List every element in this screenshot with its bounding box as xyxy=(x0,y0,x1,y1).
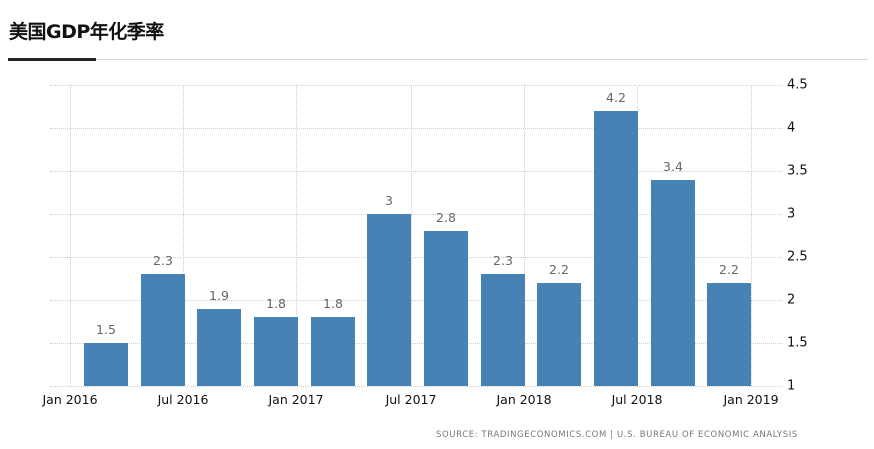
chart-title: 美国GDP年化季率 xyxy=(9,21,164,43)
gridline-vertical xyxy=(296,85,297,386)
y-axis-tick-label: 2.5 xyxy=(787,249,808,265)
x-axis-tick-label: Jan 2018 xyxy=(496,392,552,407)
bar-value-label: 3.4 xyxy=(663,159,683,174)
x-axis-tick-label: Jan 2017 xyxy=(268,392,324,407)
y-axis-tick-label: 1.5 xyxy=(787,335,808,351)
bar-q4-2018[interactable] xyxy=(707,283,751,386)
y-axis-tick-label: 3 xyxy=(787,206,796,222)
source-attribution: SOURCE: TRADINGECONOMICS.COM | U.S. BURE… xyxy=(436,430,798,440)
gridline-horizontal xyxy=(50,257,782,258)
bar-value-label: 2.2 xyxy=(719,262,739,277)
bar-value-label: 2.2 xyxy=(549,262,569,277)
bar-value-label: 1.5 xyxy=(96,322,116,337)
bar-q2-2016[interactable] xyxy=(141,274,185,386)
gridline-horizontal xyxy=(50,214,782,215)
gridline-horizontal xyxy=(50,386,782,387)
bar-value-label: 1.8 xyxy=(323,296,343,311)
bar-q4-2017[interactable] xyxy=(481,274,525,386)
bar-q1-2017[interactable] xyxy=(311,317,355,386)
bar-q3-2016[interactable] xyxy=(197,309,241,386)
y-axis-tick-label: 3.5 xyxy=(787,163,808,179)
bar-q2-2018[interactable] xyxy=(594,111,638,386)
bar-value-label: 3 xyxy=(385,193,393,208)
gridline-vertical xyxy=(183,85,184,386)
bar-q3-2017[interactable] xyxy=(424,231,468,386)
bar-value-label: 4.2 xyxy=(606,90,626,105)
bar-value-label: 2.3 xyxy=(493,253,513,268)
bar-q1-2016[interactable] xyxy=(84,343,128,386)
gridline-vertical xyxy=(751,85,752,386)
y-axis-tick-label: 1 xyxy=(787,378,796,394)
bar-q2-2017[interactable] xyxy=(367,214,411,386)
x-axis-tick-label: Jan 2016 xyxy=(42,392,98,407)
gridline-vertical xyxy=(70,85,71,386)
x-axis-tick-label: Jul 2017 xyxy=(385,392,437,407)
bar-value-label: 1.9 xyxy=(209,288,229,303)
bar-q3-2018[interactable] xyxy=(651,180,695,386)
bar-q1-2018[interactable] xyxy=(537,283,581,386)
x-axis-tick-label: Jul 2016 xyxy=(157,392,209,407)
y-axis-tick-label: 2 xyxy=(787,292,796,308)
x-axis-tick-label: Jul 2018 xyxy=(611,392,663,407)
title-divider xyxy=(8,59,868,60)
bar-value-label: 2.8 xyxy=(436,210,456,225)
title-underline-accent xyxy=(8,58,96,61)
x-axis-tick-label: Jan 2019 xyxy=(723,392,779,407)
gridline-horizontal xyxy=(50,300,782,301)
gridline-horizontal xyxy=(50,343,782,344)
gridline-vertical xyxy=(524,85,525,386)
bar-value-label: 1.8 xyxy=(266,296,286,311)
gridline-horizontal xyxy=(50,171,782,172)
gridline-vertical xyxy=(411,85,412,386)
gridline-horizontal xyxy=(50,85,782,86)
y-axis-tick-label: 4 xyxy=(787,120,796,136)
y-axis-tick-label: 4.5 xyxy=(787,77,808,93)
bar-value-label: 2.3 xyxy=(153,253,173,268)
gridline-horizontal xyxy=(50,128,782,129)
bar-q4-2016[interactable] xyxy=(254,317,298,386)
